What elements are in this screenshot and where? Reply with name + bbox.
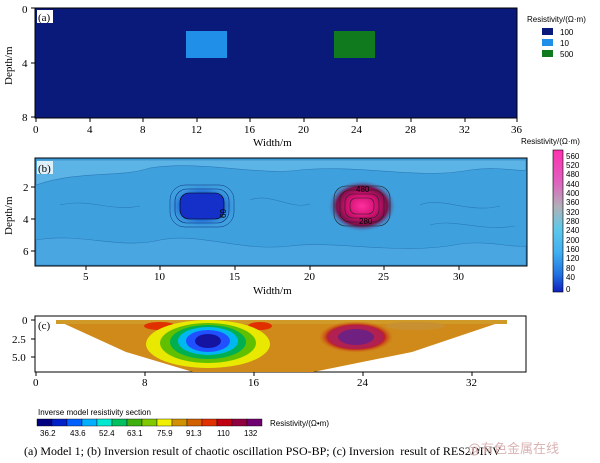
panel-b-cbar-tick-14: 0 — [566, 285, 571, 294]
panel-a-legend-swatch-500 — [542, 50, 553, 57]
panel-b-contour-band — [35, 159, 527, 186]
panel-c-xtick-2: 16 — [248, 377, 260, 389]
panel-a-plot-area — [34, 7, 518, 119]
panel-b-colorbar-ticks: 560 520 480 440 400 360 320 280 240 200 … — [566, 152, 580, 294]
panel-b-cbar-tick-12: 80 — [566, 264, 575, 273]
panel-b-cbar-tick-3: 440 — [566, 180, 580, 189]
panel-b-cbar-tick-8: 240 — [566, 226, 580, 235]
panel-a-legend-title: Resistivity/(Ω·m) — [527, 15, 586, 24]
panel-b: 60 480 280 (b) 2 4 6 Depth/m 5 10 15 20 … — [3, 137, 580, 297]
panel-a-xtick-5: 20 — [298, 124, 310, 136]
panel-a-tag: (a) — [38, 12, 51, 24]
panel-b-contour-label-60: 60 — [219, 209, 228, 218]
panel-a-xtick-7: 28 — [405, 124, 417, 136]
panel-b-cbar-tick-10: 160 — [566, 245, 580, 254]
panel-b-xtick-4: 25 — [378, 271, 390, 283]
panel-b-cbar-tick-7: 280 — [566, 217, 580, 226]
panel-b-ylabel: Depth/m — [3, 196, 15, 235]
panel-a-xtick-9: 36 — [511, 124, 523, 136]
panel-b-cbar-tick-5: 360 — [566, 198, 580, 207]
panel-a-xtick-4: 16 — [244, 124, 256, 136]
panel-b-contour-label-480: 480 — [356, 185, 370, 194]
panel-a-ytick-2: 8 — [22, 112, 28, 124]
panel-a-xtick-3: 12 — [191, 124, 202, 136]
panel-c-legend-value-7: 132 — [244, 429, 258, 438]
panel-c-legend-value-2: 52.4 — [99, 429, 115, 438]
panel-c-legend-value-4: 75.9 — [157, 429, 173, 438]
panel-a-xtick-8: 32 — [459, 124, 470, 136]
panel-b-cbar-tick-9: 200 — [566, 236, 580, 245]
panel-a-ytick-1: 4 — [22, 58, 28, 70]
panel-b-xtick-1: 10 — [154, 271, 166, 283]
panel-b-cbar-tick-1: 520 — [566, 161, 580, 170]
panel-a-xtick-6: 24 — [351, 124, 363, 136]
panel-a-legend-label-1: 10 — [560, 39, 569, 48]
panel-c-xtick-1: 8 — [142, 377, 148, 389]
panel-a-legend-label-2: 500 — [560, 50, 574, 59]
panel-c-ytick-0: 0 — [22, 315, 28, 327]
panel-c: (c) 0 2.5 5.0 0 8 16 24 32 Inverse model… — [12, 315, 527, 438]
panel-b-cbar-tick-13: 40 — [566, 273, 575, 282]
panel-b-colorbar-title: Resistivity/(Ω·m) — [521, 137, 580, 146]
panel-b-cbar-tick-4: 400 — [566, 189, 580, 198]
panel-c-legend-value-3: 63.1 — [127, 429, 143, 438]
figure-caption: (a) Model 1; (b) Inversion result of cha… — [24, 444, 501, 458]
panel-a-xtick-0: 0 — [33, 124, 39, 136]
panel-c-legend-value-1: 43.6 — [70, 429, 86, 438]
panel-a: (a) 0 4 8 Depth/m 0 4 8 12 16 20 24 28 3… — [3, 4, 586, 149]
panel-b-cbar-tick-11: 120 — [566, 254, 580, 263]
panel-a-ylabel: Depth/m — [3, 46, 15, 85]
panel-c-low-anomaly-core — [195, 334, 221, 348]
panel-b-xlabel: Width/m — [253, 285, 292, 297]
panel-c-legend-unit: Resistivity/(Ω•m) — [270, 419, 329, 428]
panel-b-xtick-2: 15 — [229, 271, 241, 283]
panel-b-cbar-tick-0: 560 — [566, 152, 580, 161]
panel-b-contour-band-2 — [35, 237, 527, 266]
panel-b-xtick-5: 30 — [453, 271, 465, 283]
panel-a-high-resistivity-block — [334, 31, 375, 58]
panel-c-xtick-0: 0 — [33, 377, 39, 389]
panel-a-legend-swatch-100 — [542, 28, 553, 35]
panel-a-legend-swatch-10 — [542, 39, 553, 46]
panel-b-xtick-0: 5 — [83, 271, 89, 283]
panel-c-xtick-4: 32 — [466, 377, 477, 389]
panel-b-cbar-tick-6: 320 — [566, 208, 580, 217]
panel-c-legend-value-6: 110 — [217, 429, 230, 438]
panel-a-xtick-1: 4 — [87, 124, 93, 136]
panel-b-ytick-1: 4 — [23, 214, 29, 226]
panel-c-legend-value-5: 91.3 — [186, 429, 202, 438]
panel-a-legend-label-0: 100 — [560, 28, 574, 37]
panel-b-cbar-tick-2: 480 — [566, 170, 580, 179]
panel-c-ytick-2: 5.0 — [12, 352, 26, 364]
panel-c-ytick-1: 2.5 — [12, 334, 26, 346]
panel-c-legend-title: Inverse model resistivity section — [38, 408, 151, 417]
panel-b-ytick-2: 6 — [23, 246, 29, 258]
watermark: @有色金属在线 — [468, 441, 559, 457]
panel-a-ytick-0: 0 — [22, 4, 28, 16]
panel-b-colorbar — [552, 149, 564, 293]
panel-a-low-resistivity-block — [186, 31, 227, 58]
panel-b-contour-label-280: 280 — [359, 217, 373, 226]
panel-b-tag: (b) — [38, 163, 51, 175]
panel-c-xtick-3: 24 — [357, 377, 369, 389]
panel-b-ytick-0: 2 — [23, 182, 29, 194]
panel-c-legend-value-0: 36.2 — [40, 429, 56, 438]
panel-b-xtick-3: 20 — [304, 271, 316, 283]
panel-c-legend-bar — [36, 418, 263, 427]
panel-b-low-anomaly-core — [179, 192, 225, 220]
panel-a-xtick-2: 8 — [140, 124, 146, 136]
panel-b-high-anomaly-halo — [328, 180, 396, 232]
panel-c-tag: (c) — [38, 320, 51, 332]
panel-a-xlabel: Width/m — [253, 137, 292, 149]
